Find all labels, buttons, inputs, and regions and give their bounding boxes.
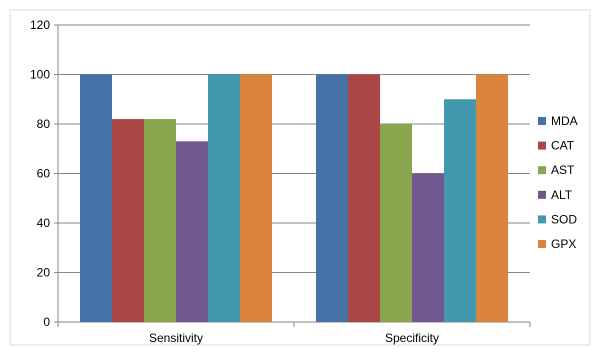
legend: MDA CAT AST ALT SOD GPX bbox=[538, 114, 578, 251]
legend-label-ast: AST bbox=[551, 163, 575, 177]
legend-label-mda: MDA bbox=[551, 114, 578, 128]
legend-swatch-gpx bbox=[538, 240, 546, 248]
bars bbox=[80, 74, 508, 322]
legend-swatch-alt bbox=[538, 190, 546, 199]
bar-sod-specificity bbox=[444, 99, 476, 322]
y-tick-label: 100 bbox=[30, 68, 50, 82]
legend-label-sod: SOD bbox=[551, 212, 577, 226]
y-tick-label: 0 bbox=[43, 315, 50, 329]
x-tick-label: Specificity bbox=[385, 331, 439, 345]
y-tick-label: 120 bbox=[30, 18, 50, 32]
axis-labels: 0 20 40 60 80 100 120 Sensitivity Specificity bbox=[30, 18, 439, 345]
bar-mda-specificity bbox=[316, 74, 348, 322]
y-tick-label: 60 bbox=[37, 167, 51, 181]
bar-mda-sensitivity bbox=[80, 74, 112, 322]
legend-swatch-sod bbox=[538, 215, 546, 224]
y-tick-label: 20 bbox=[37, 266, 51, 280]
bar-sod-sensitivity bbox=[208, 74, 240, 322]
legend-label-alt: ALT bbox=[551, 188, 573, 202]
legend-swatch-cat bbox=[538, 141, 546, 150]
bar-cat-sensitivity bbox=[112, 119, 144, 322]
bar-ast-specificity bbox=[380, 124, 412, 322]
legend-label-gpx: GPX bbox=[551, 237, 576, 251]
y-tick-label: 40 bbox=[37, 216, 51, 230]
x-tick-label: Sensitivity bbox=[149, 331, 203, 345]
bar-gpx-specificity bbox=[476, 74, 508, 322]
bar-cat-specificity bbox=[348, 74, 380, 322]
bar-ast-sensitivity bbox=[144, 119, 176, 322]
bar-alt-sensitivity bbox=[176, 141, 208, 322]
bar-alt-specificity bbox=[412, 173, 444, 322]
legend-swatch-ast bbox=[538, 166, 546, 175]
bar-gpx-sensitivity bbox=[240, 74, 272, 322]
legend-label-cat: CAT bbox=[551, 139, 575, 153]
y-tick-label: 80 bbox=[37, 117, 51, 131]
legend-swatch-mda bbox=[538, 117, 546, 125]
